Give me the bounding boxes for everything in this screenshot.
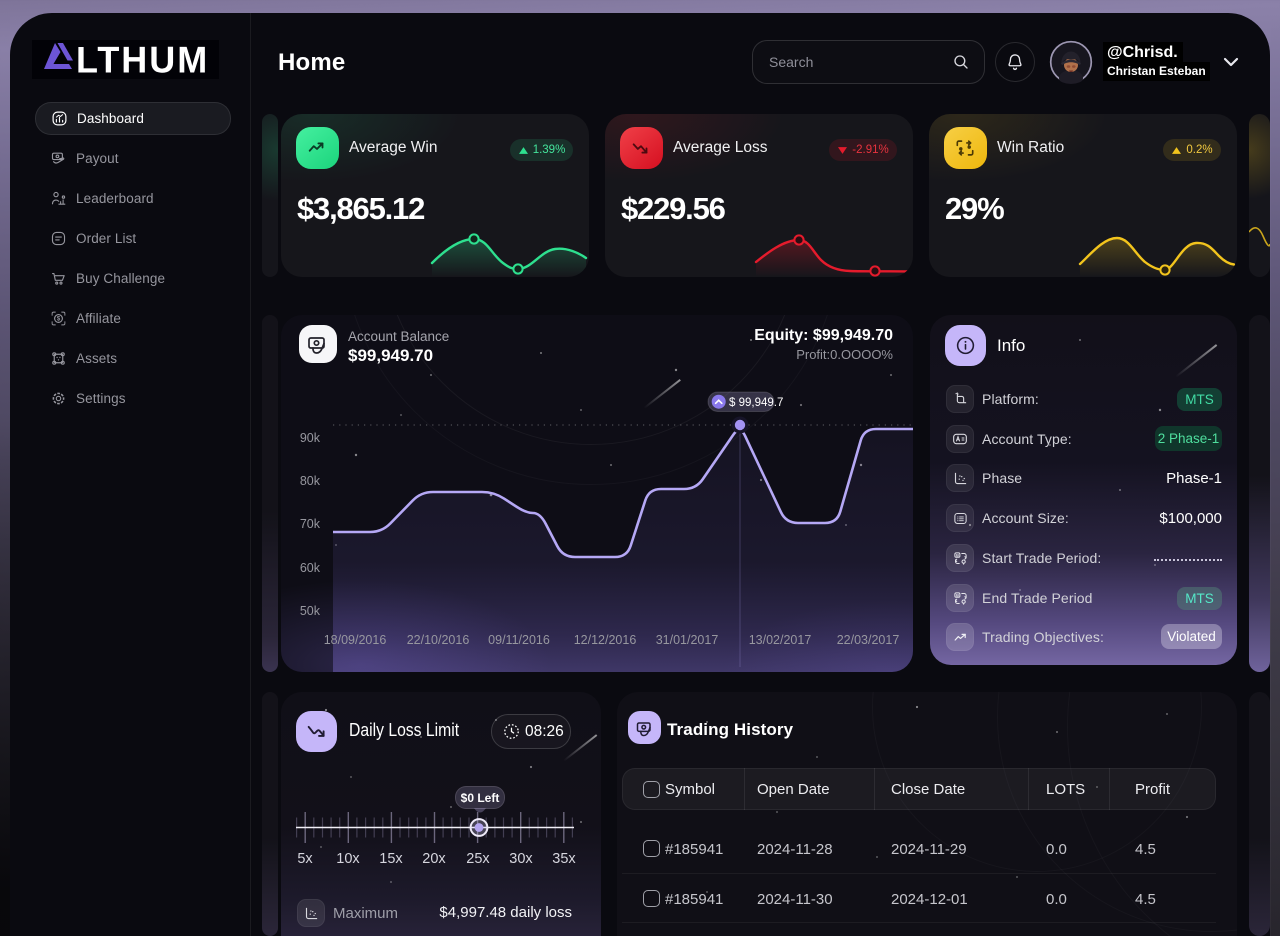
svg-text:50k: 50k (300, 604, 321, 618)
svg-text:90k: 90k (300, 431, 321, 445)
svg-text:70k: 70k (300, 517, 321, 531)
svg-text:$ 99,949.7: $ 99,949.7 (729, 397, 783, 409)
svg-text:B: B (956, 592, 959, 597)
svg-text:09/11/2016: 09/11/2016 (488, 633, 550, 647)
svg-text:35x: 35x (552, 851, 576, 867)
svg-text:15x: 15x (379, 851, 403, 867)
svg-text:B: B (956, 552, 959, 557)
svg-text:31/01/2017: 31/01/2017 (656, 633, 719, 647)
svg-text:18/09/2016: 18/09/2016 (324, 633, 387, 647)
svg-text:30x: 30x (509, 851, 533, 867)
svg-text:$: $ (57, 317, 61, 323)
svg-text:25x: 25x (466, 851, 490, 867)
svg-text:5x: 5x (297, 851, 313, 867)
svg-text:20x: 20x (422, 851, 446, 867)
svg-text:12/12/2016: 12/12/2016 (574, 633, 637, 647)
svg-text:10x: 10x (336, 851, 360, 867)
svg-text:80k: 80k (300, 474, 321, 488)
svg-text:22/10/2016: 22/10/2016 (407, 633, 470, 647)
svg-text:22/03/2017: 22/03/2017 (837, 633, 900, 647)
svg-text:13/02/2017: 13/02/2017 (749, 633, 812, 647)
svg-text:60k: 60k (300, 561, 321, 575)
